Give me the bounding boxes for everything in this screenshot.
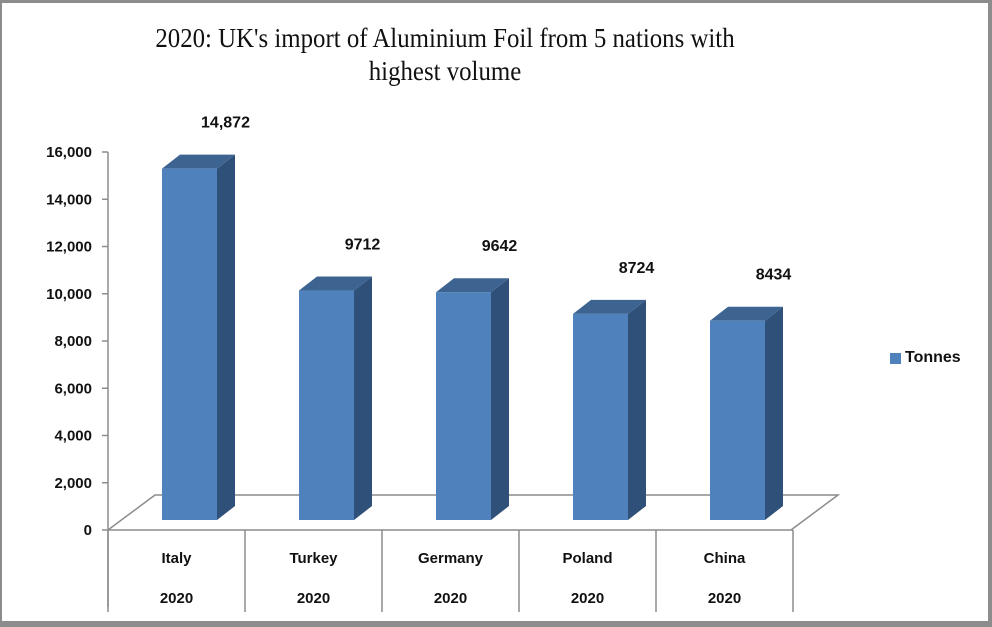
data-label: 9642 bbox=[482, 238, 518, 255]
bar-top-face bbox=[436, 278, 509, 293]
category-year-label: 2020 bbox=[708, 590, 741, 607]
category-label: Italy bbox=[161, 550, 192, 567]
y-tick-label: 4,000 bbox=[54, 428, 92, 445]
y-tick-label: 6,000 bbox=[54, 380, 92, 397]
bar-side-face bbox=[354, 276, 372, 520]
bar-italy bbox=[162, 154, 235, 521]
bar-poland bbox=[573, 299, 646, 520]
y-tick-label: 14,000 bbox=[46, 191, 92, 208]
chart-title-line-1: 2020: UK's import of Aluminium Foil from… bbox=[155, 23, 735, 53]
category-label: Poland bbox=[562, 550, 612, 567]
y-tick-label: 16,000 bbox=[46, 144, 92, 161]
bar-top-face bbox=[299, 276, 372, 291]
category-label: Germany bbox=[418, 550, 484, 567]
bar-side-face bbox=[217, 154, 235, 521]
bar-side-face bbox=[765, 306, 783, 520]
category-year-label: 2020 bbox=[297, 590, 330, 607]
y-tick-label: 0 bbox=[84, 522, 92, 539]
category-year-label: 2020 bbox=[571, 590, 604, 607]
bar-front-face bbox=[162, 168, 217, 521]
chart-title-line-2: highest volume bbox=[368, 56, 522, 86]
data-label: 14,872 bbox=[201, 115, 250, 132]
bar-top-face bbox=[162, 154, 235, 169]
bar-china bbox=[710, 306, 783, 520]
bar-side-face bbox=[491, 278, 509, 520]
frame-border-bottom bbox=[0, 621, 992, 627]
bar-top-face bbox=[573, 299, 646, 314]
category-label: China bbox=[704, 550, 746, 567]
data-label: 8434 bbox=[756, 267, 792, 284]
bar-front-face bbox=[299, 290, 354, 520]
y-tick-label: 12,000 bbox=[46, 239, 92, 256]
y-tick-label: 10,000 bbox=[46, 286, 92, 303]
frame-border-top bbox=[0, 0, 992, 3]
y-tick-label: 8,000 bbox=[54, 333, 92, 350]
frame-border-right bbox=[988, 0, 992, 627]
data-label: 8724 bbox=[619, 260, 655, 277]
bar-germany bbox=[436, 278, 509, 520]
data-label: 9712 bbox=[345, 237, 381, 254]
category-year-label: 2020 bbox=[434, 590, 467, 607]
bar-turkey bbox=[299, 276, 372, 520]
chart-title: 2020: UK's import of Aluminium Foil from… bbox=[128, 22, 763, 88]
legend-label-tonnes: Tonnes bbox=[905, 349, 961, 366]
category-label: Turkey bbox=[289, 550, 338, 567]
frame-border-left bbox=[0, 0, 2, 627]
bar-front-face bbox=[710, 320, 765, 520]
legend: Tonnes bbox=[890, 349, 961, 367]
legend-swatch-tonnes bbox=[890, 352, 901, 364]
bar-side-face bbox=[628, 299, 646, 520]
bar-top-face bbox=[710, 306, 783, 321]
bar-front-face bbox=[573, 313, 628, 520]
bar-front-face bbox=[436, 292, 491, 520]
category-year-label: 2020 bbox=[160, 590, 193, 607]
y-tick-label: 2,000 bbox=[54, 475, 92, 492]
